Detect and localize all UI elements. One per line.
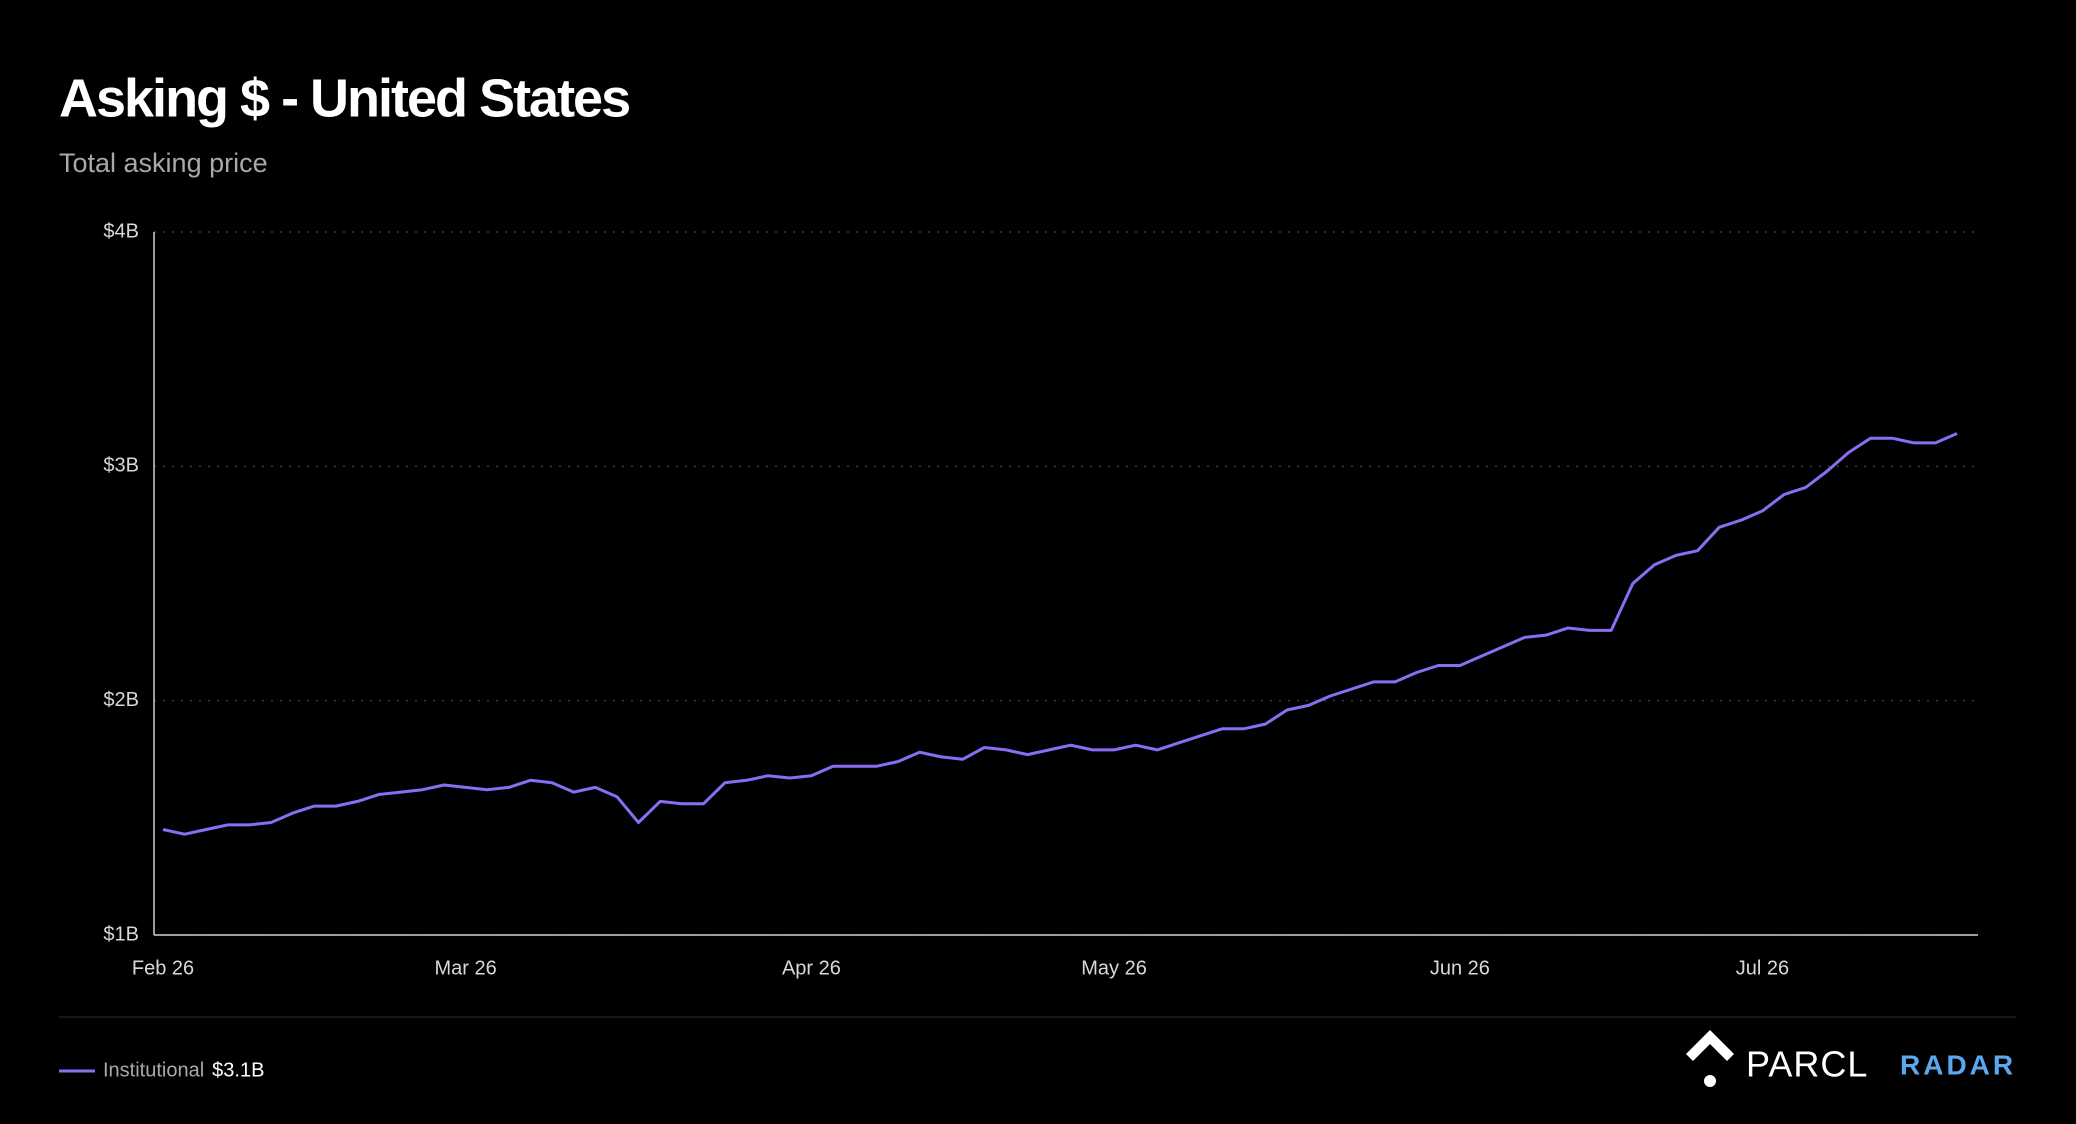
legend-value: $3.1B — [212, 1059, 264, 1081]
x-tick-label: Mar 26 — [434, 957, 496, 979]
y-tick-label: $1B — [103, 923, 139, 945]
legend-label: Institutional — [103, 1059, 204, 1081]
logo-icon — [1686, 1030, 1734, 1061]
logo-dot — [1704, 1075, 1716, 1087]
chart-title: Asking $ - United States — [59, 68, 629, 128]
data-line — [162, 432, 1958, 836]
chart-subtitle: Total asking price — [59, 148, 268, 178]
x-tick-label: Feb 26 — [132, 957, 194, 979]
x-tick-label: May 26 — [1081, 957, 1147, 979]
y-tick-label: $3B — [103, 455, 139, 477]
y-tick-label: $4B — [103, 220, 139, 242]
x-tick-label: Apr 26 — [782, 957, 841, 979]
brand-logo: PARCL RADAR — [1686, 1030, 2016, 1087]
x-tick-label: Jun 26 — [1430, 957, 1490, 979]
brand-name: PARCL — [1746, 1044, 1868, 1085]
y-tick-label: $2B — [103, 689, 139, 711]
brand-product: RADAR — [1900, 1049, 2016, 1080]
x-tick-label: Jul 26 — [1736, 957, 1789, 979]
